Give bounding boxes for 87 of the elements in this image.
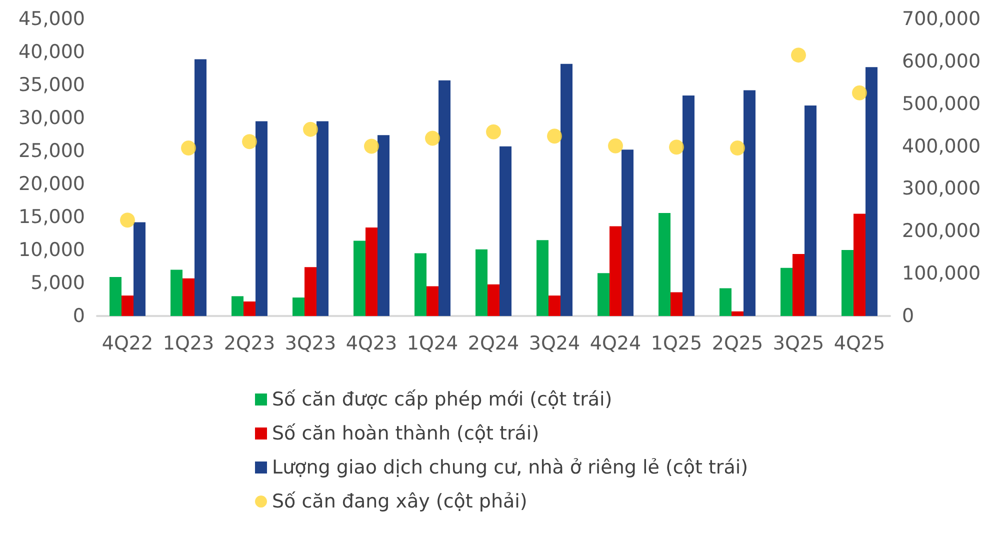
x-tick-label: 3Q24 <box>528 332 580 354</box>
y2-tick-label: 600,000 <box>902 50 981 72</box>
bar <box>598 273 610 316</box>
bar <box>378 135 390 316</box>
bar <box>536 240 548 316</box>
legend-label: Số căn được cấp phép mới (cột trái) <box>272 388 612 410</box>
bar <box>780 268 792 316</box>
bar <box>194 59 206 316</box>
y-tick-label: 35,000 <box>18 74 85 96</box>
bar <box>744 90 756 316</box>
bar <box>426 286 438 316</box>
x-tick-label: 3Q23 <box>284 332 336 354</box>
bar <box>414 253 426 316</box>
bar <box>792 254 804 316</box>
point <box>120 212 135 228</box>
bar <box>610 226 622 316</box>
bar <box>720 288 732 316</box>
bar <box>866 67 878 316</box>
y2-tick-label: 100,000 <box>902 262 981 285</box>
point <box>669 140 684 155</box>
point <box>242 134 257 150</box>
bar <box>122 296 134 316</box>
point <box>791 48 806 63</box>
bar <box>110 277 122 316</box>
bar <box>854 214 866 316</box>
point <box>486 124 501 140</box>
x-tick-label: 1Q24 <box>406 332 458 354</box>
legend-label: Số căn hoàn thành (cột trái) <box>272 422 540 444</box>
point <box>608 138 623 154</box>
x-tick-label: 2Q23 <box>224 332 276 354</box>
x-tick-label: 4Q25 <box>834 332 886 354</box>
bar <box>316 121 328 316</box>
y2-tick-label: 700,000 <box>902 8 981 30</box>
bar <box>842 250 854 316</box>
y2-tick-label: 500,000 <box>902 92 981 115</box>
bar <box>500 146 512 316</box>
y-tick-label: 0 <box>72 305 85 327</box>
bar <box>732 311 744 316</box>
y2-tick-label: 0 <box>902 305 914 327</box>
bar <box>438 80 450 316</box>
bar <box>292 298 304 316</box>
y-tick-label: 30,000 <box>18 107 85 129</box>
bar <box>170 270 182 316</box>
point <box>547 128 562 144</box>
y-tick-label: 10,000 <box>18 239 85 261</box>
y-tick-label: 20,000 <box>18 173 85 195</box>
bar <box>622 150 634 316</box>
x-tick-label: 1Q23 <box>162 332 214 354</box>
bar <box>488 284 500 316</box>
x-tick-label: 3Q25 <box>772 332 824 354</box>
point <box>730 140 745 156</box>
y2-tick-label: 400,000 <box>902 135 981 158</box>
bar <box>476 249 488 316</box>
y-tick-label: 45,000 <box>18 8 85 30</box>
x-tick-label: 4Q24 <box>590 332 642 354</box>
y2-tick-label: 300,000 <box>902 178 981 200</box>
bar <box>232 296 244 316</box>
bar <box>804 105 816 316</box>
x-tick-label: 1Q25 <box>650 332 702 354</box>
bar <box>304 267 316 316</box>
y-tick-label: 15,000 <box>18 206 85 228</box>
bar <box>682 96 694 316</box>
bar <box>134 222 146 316</box>
bar <box>670 292 682 316</box>
x-tick-label: 2Q25 <box>712 332 764 354</box>
bar <box>256 121 268 316</box>
point <box>303 122 318 137</box>
x-tick-label: 2Q24 <box>468 332 520 354</box>
bar <box>354 240 366 316</box>
bar <box>244 301 256 316</box>
point <box>181 140 196 156</box>
bar <box>182 278 194 316</box>
point <box>364 138 379 154</box>
y-tick-label: 40,000 <box>18 41 85 63</box>
x-tick-label: 4Q22 <box>102 332 154 354</box>
y-tick-label: 5,000 <box>30 272 85 294</box>
y-tick-label: 25,000 <box>18 140 85 162</box>
x-tick-label: 4Q23 <box>346 332 398 354</box>
point <box>425 130 440 146</box>
bar <box>560 64 572 316</box>
legend-label: Số căn đang xây (cột phải) <box>272 490 528 512</box>
legend-label: Lượng giao dịch chung cư, nhà ở riêng lẻ (cột trái) <box>272 456 748 478</box>
point <box>852 85 867 100</box>
bar <box>366 228 378 316</box>
y2-tick-label: 200,000 <box>902 220 981 242</box>
bar <box>548 296 560 316</box>
bar <box>658 213 670 316</box>
